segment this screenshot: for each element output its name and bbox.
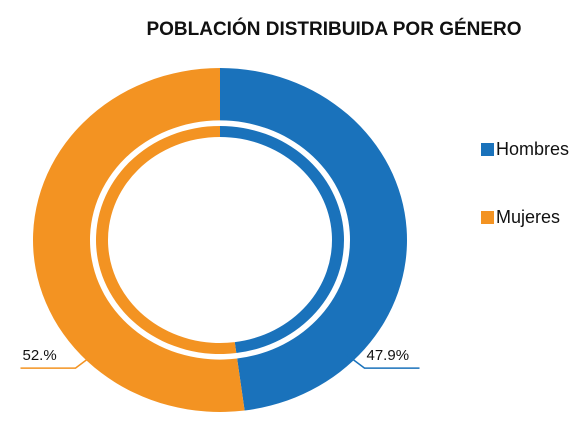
leader-line: [20, 352, 96, 369]
legend-label: Mujeres: [496, 207, 560, 227]
data-label: 52.%: [22, 347, 56, 364]
chart-title: POBLACIÓN DISTRIBUIDA POR GÉNERO: [146, 18, 521, 40]
legend-swatch: [481, 211, 494, 224]
donut-segment: [220, 68, 408, 411]
leader-line: [344, 352, 420, 369]
data-label: 47.9%: [367, 347, 410, 364]
legend-swatch: [481, 143, 494, 156]
donut-segment: [33, 67, 245, 412]
legend-label: Hombres: [496, 139, 569, 159]
